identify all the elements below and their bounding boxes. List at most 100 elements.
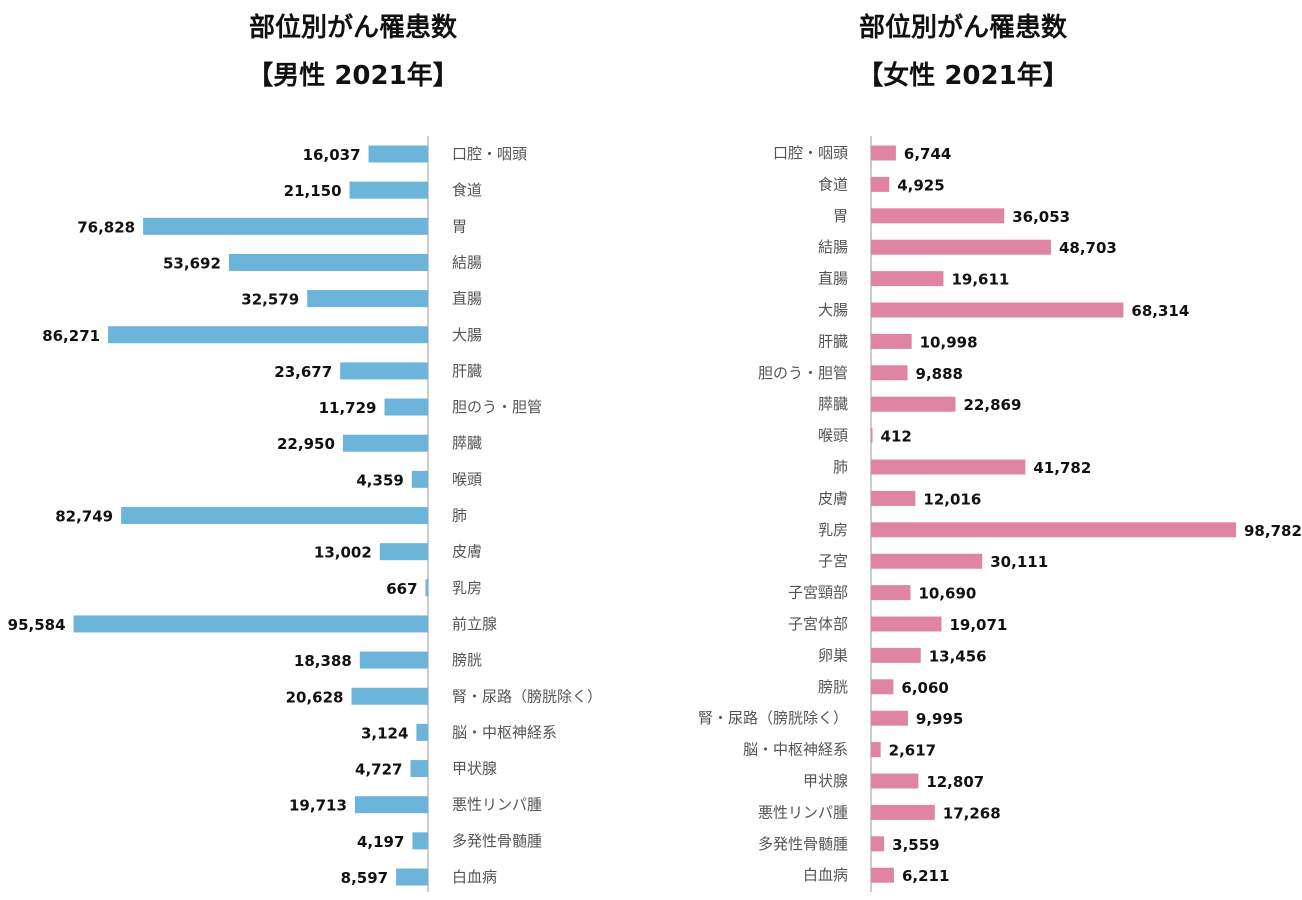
chart-title-male: 部位別がん罹患数 【男性 2021年】: [138, 4, 568, 100]
female-value-label: 13,456: [929, 647, 987, 665]
female-value-label: 9,888: [916, 365, 963, 383]
female-category-label: 子宮頸部: [788, 584, 848, 602]
male-value-label: 76,828: [77, 218, 135, 236]
female-value-label: 6,060: [901, 679, 948, 697]
male-value-label: 86,271: [42, 327, 100, 345]
female-bar: [871, 239, 1051, 255]
male-bar: [384, 398, 428, 416]
male-value-label: 11,729: [319, 399, 377, 417]
female-bar: [871, 710, 908, 726]
female-value-label: 4,925: [897, 176, 944, 194]
female-category-label: 脳・中枢神経系: [743, 741, 848, 759]
title-male-main: 部位別がん罹患数: [248, 13, 457, 43]
female-category-label: 肺: [833, 458, 848, 476]
male-category-label: 甲状腺: [452, 760, 497, 778]
male-value-label: 20,628: [286, 688, 344, 706]
female-bar: [871, 176, 890, 192]
female-bar: [871, 616, 942, 632]
female-bar: [871, 679, 894, 695]
female-category-label: 口腔・咽頭: [773, 144, 848, 162]
male-value-label: 23,677: [274, 363, 332, 381]
male-value-label: 4,727: [355, 761, 402, 779]
female-category-label: 膀胱: [818, 678, 848, 696]
male-bar: [410, 760, 428, 778]
female-bar: [871, 459, 1026, 475]
female-value-label: 6,744: [904, 145, 951, 163]
female-category-label: 卵巣: [818, 646, 848, 664]
male-value-label: 95,584: [8, 616, 66, 634]
male-bar: [342, 434, 428, 452]
male-value-label: 21,150: [284, 182, 342, 200]
male-category-label: 多発性骨髄腫: [452, 832, 542, 850]
female-bar: [871, 365, 908, 381]
female-category-label: 膵臓: [818, 395, 848, 413]
female-value-label: 36,053: [1012, 208, 1070, 226]
female-value-label: 412: [881, 428, 912, 446]
female-value-label: 12,016: [923, 490, 981, 508]
male-bar: [368, 145, 428, 163]
female-value-label: 10,690: [918, 585, 976, 603]
male-category-label: 乳房: [452, 579, 482, 597]
female-value-label: 19,071: [949, 616, 1007, 634]
male-value-label: 8,597: [341, 869, 388, 887]
male-category-label: 結腸: [452, 253, 482, 271]
female-bar: [871, 585, 911, 601]
female-value-label: 41,782: [1033, 459, 1091, 477]
male-value-label: 13,002: [314, 544, 372, 562]
male-value-label: 3,124: [361, 724, 408, 742]
male-bar: [307, 290, 428, 308]
female-bar: [871, 647, 921, 663]
male-category-label: 前立腺: [452, 615, 497, 633]
female-bar: [871, 396, 956, 412]
male-bar: [359, 651, 428, 669]
female-category-label: 甲状腺: [803, 772, 848, 790]
male-bar: [425, 579, 428, 597]
male-category-label: 悪性リンパ腫: [452, 796, 542, 814]
male-bar: [412, 832, 428, 850]
female-bar: [871, 271, 944, 287]
female-category-label: 直腸: [818, 270, 848, 288]
male-bar: [396, 868, 428, 886]
female-category-label: 悪性リンパ腫: [758, 803, 848, 821]
female-category-label: 子宮体部: [788, 615, 848, 633]
female-category-label: 白血病: [803, 866, 848, 884]
female-value-label: 2,617: [889, 742, 936, 760]
male-bar: [121, 507, 428, 524]
male-bar: [143, 217, 428, 235]
female-category-label: 多発性骨髄腫: [758, 835, 848, 853]
female-bar: [871, 145, 896, 161]
female-category-label: 肝臓: [818, 332, 848, 350]
male-category-label: 皮膚: [452, 543, 482, 561]
male-bar: [228, 253, 428, 271]
female-value-label: 68,314: [1131, 302, 1189, 320]
female-bar: [871, 208, 1005, 224]
subtitle-female: 【女性 2021年】: [857, 61, 1069, 91]
female-bar: [871, 553, 983, 569]
female-value-label: 10,998: [920, 333, 978, 351]
female-bar: [871, 773, 919, 789]
male-bar: [349, 181, 428, 199]
male-category-label: 腎・尿路（膀胱除く）: [452, 687, 602, 705]
male-value-label: 32,579: [241, 291, 299, 309]
male-category-label: 膵臓: [452, 434, 482, 452]
male-category-label: 白血病: [452, 868, 497, 886]
male-bar: [73, 615, 428, 633]
female-value-label: 17,268: [943, 804, 1001, 822]
female-category-label: 喉頭: [818, 427, 848, 445]
female-value-label: 98,782: [1244, 522, 1302, 540]
female-bar: [871, 490, 916, 506]
female-value-label: 12,807: [926, 773, 984, 791]
male-category-label: 食道: [452, 181, 482, 199]
male-value-label: 4,359: [356, 471, 403, 489]
male-bar: [340, 362, 428, 380]
female-bar: [871, 867, 894, 883]
male-value-label: 82,749: [55, 508, 113, 526]
female-value-label: 9,995: [916, 710, 963, 728]
male-bar: [351, 687, 428, 705]
male-category-label: 脳・中枢神経系: [452, 723, 557, 741]
male-bar: [108, 326, 429, 344]
male-category-label: 胃: [452, 217, 467, 235]
female-category-label: 腎・尿路（膀胱除く）: [698, 709, 848, 727]
female-category-label: 皮膚: [818, 489, 848, 507]
female-category-label: 結腸: [818, 238, 848, 256]
